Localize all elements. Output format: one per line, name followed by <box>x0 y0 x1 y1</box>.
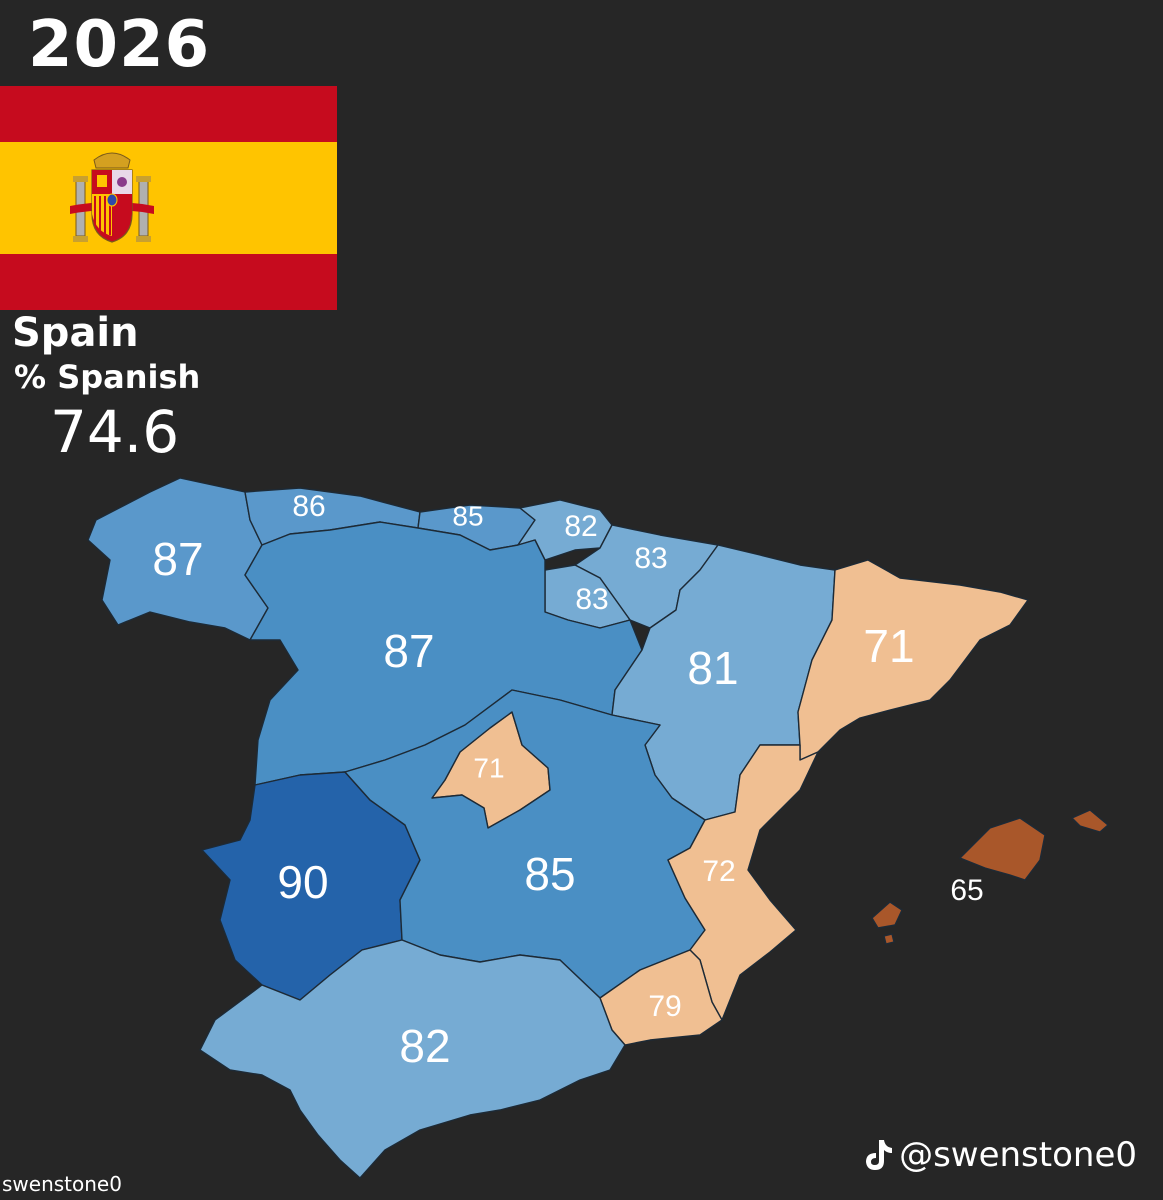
watermark-text: swenstone0 <box>2 1172 122 1196</box>
label-catalonia: 71 <box>863 620 914 672</box>
country-label: Spain <box>12 310 139 356</box>
label-navarre: 83 <box>634 542 667 575</box>
label-galicia: 87 <box>152 533 203 585</box>
region-murcia <box>599 949 723 1046</box>
label-castilla-la-mancha: 85 <box>524 848 575 900</box>
label-extremadura: 90 <box>277 856 328 908</box>
metric-label: % Spanish <box>14 358 201 396</box>
spain-flag <box>0 86 337 310</box>
label-andalusia: 82 <box>399 1020 450 1072</box>
label-madrid: 71 <box>473 752 504 783</box>
label-asturias: 86 <box>292 490 325 523</box>
label-cantabria: 85 <box>452 500 483 531</box>
tiktok-handle: @swenstone0 <box>863 1135 1137 1175</box>
region-balearic-islands <box>871 809 1109 945</box>
label-la-rioja: 83 <box>575 583 608 616</box>
label-balearic-islands: 65 <box>950 874 983 907</box>
label-basque-country: 82 <box>564 510 597 543</box>
region-andalusia <box>199 939 626 1179</box>
coat-of-arms-emblem <box>70 152 154 243</box>
region-catalonia <box>797 559 1029 761</box>
handle-text: @swenstone0 <box>899 1135 1137 1175</box>
tiktok-icon <box>866 1140 893 1170</box>
region-basque-country <box>517 499 613 561</box>
label-castile-leon: 87 <box>383 625 434 677</box>
label-murcia: 79 <box>648 990 681 1023</box>
label-aragon: 81 <box>687 642 738 694</box>
national-value: 74.6 <box>50 398 180 466</box>
year-label: 2026 <box>28 8 211 82</box>
label-valencia: 72 <box>702 855 735 888</box>
